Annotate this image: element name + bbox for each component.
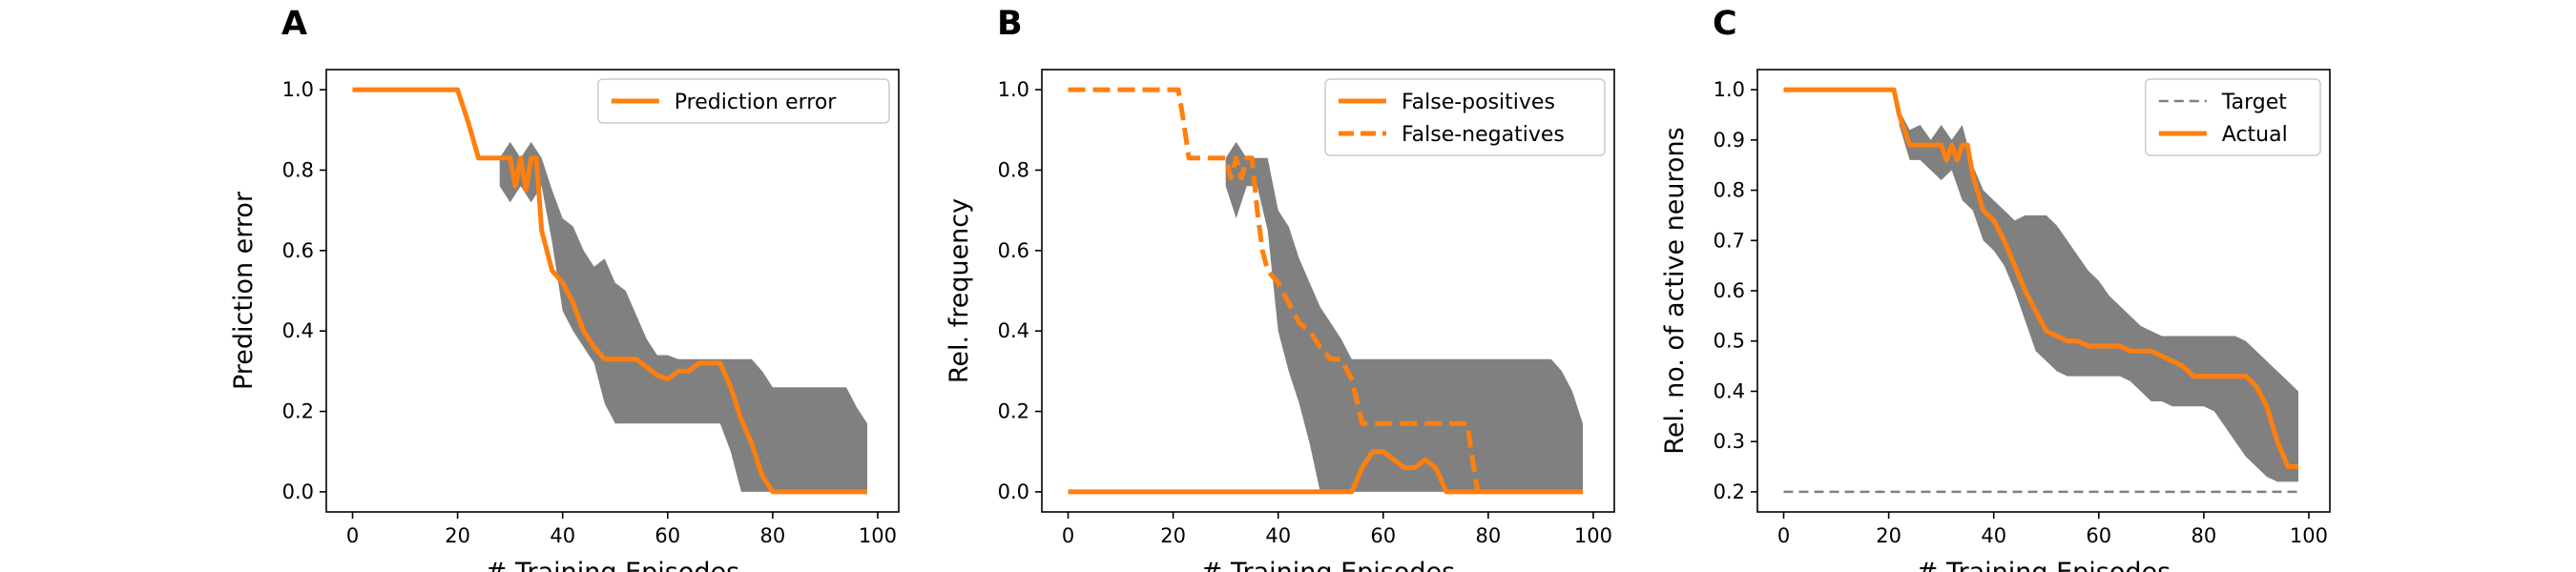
legend: Prediction error	[597, 78, 890, 124]
series-line-2	[1783, 87, 2298, 469]
y-axis-label: Prediction error	[229, 191, 259, 390]
x-tick-label: 100	[2290, 524, 2328, 547]
y-tick-label: 0.2	[998, 400, 1029, 423]
x-tick-label: 0	[1777, 524, 1790, 547]
panel-a: 0 20 40 60 80 100 0.0 0.2 0.4 0.6 0.8 1.0 # Training…	[229, 5, 900, 572]
legend-box	[2145, 78, 2321, 156]
x-tick-label: 100	[859, 524, 897, 547]
legend-label: Target	[2221, 91, 2287, 114]
x-tick-label: 0	[346, 524, 359, 547]
panel-letter: B	[997, 5, 1023, 43]
legend-label: Prediction error	[675, 91, 837, 114]
y-tick-label: 0.3	[1714, 430, 1745, 453]
y-tick-label: 0.8	[998, 158, 1029, 181]
y-tick-label: 0.8	[282, 158, 314, 181]
panel-c: 0 20 40 60 80 100 0.2 0.3 0.4 0.5 0.6 0.7 0.8 0.9 1.0 #…	[1660, 5, 2331, 572]
y-tick-label: 0.6	[998, 239, 1029, 262]
x-tick-label: 60	[654, 524, 680, 547]
x-tick-label: 80	[2192, 524, 2217, 547]
y-tick-label: 1.0	[282, 78, 314, 101]
legend-label: False-negatives	[1402, 123, 1565, 147]
x-tick-label: 60	[1370, 524, 1396, 547]
x-axis-label: # Training Episodes	[1917, 558, 2171, 572]
y-tick-label: 0.2	[1714, 480, 1745, 503]
y-tick-label: 0.5	[1714, 330, 1745, 353]
y-tick-label: 1.0	[998, 78, 1029, 101]
x-tick-label: 40	[1981, 524, 2006, 547]
y-axis-label: Rel. no. of active neurons	[1660, 127, 1690, 454]
y-tick-label: 0.4	[998, 319, 1029, 342]
y-tick-label: 0.7	[1714, 229, 1745, 252]
x-axis-label: # Training Episodes	[1201, 558, 1455, 572]
x-axis-label: # Training Episodes	[486, 558, 739, 572]
x-tick-label: 100	[1574, 524, 1612, 547]
y-tick-label: 0.2	[282, 400, 314, 423]
x-tick-label: 40	[1265, 524, 1291, 547]
legend-box	[1324, 78, 1606, 156]
series-line-2	[1068, 87, 1481, 493]
confidence-band	[1899, 110, 2298, 482]
x-tick-label: 20	[445, 524, 470, 547]
plot-area	[352, 87, 867, 495]
series-line-1	[1068, 449, 1583, 495]
x-tick-label: 20	[1876, 524, 1901, 547]
y-tick-label: 0.4	[1714, 379, 1745, 402]
x-tick-label: 0	[1062, 524, 1074, 547]
x-tick-label: 80	[760, 524, 786, 547]
axes-frame	[325, 69, 900, 513]
legend-label: False-positives	[1402, 91, 1555, 114]
legend-box	[597, 78, 890, 124]
y-tick-label: 0.0	[998, 480, 1029, 503]
x-tick-label: 20	[1160, 524, 1186, 547]
y-tick-label: 0.0	[282, 480, 314, 503]
y-tick-label: 0.8	[1714, 179, 1745, 202]
panel-letter: C	[1713, 5, 1737, 43]
legend: Target Actual	[2145, 78, 2321, 156]
y-axis-label: Rel. frequency	[945, 198, 974, 383]
legend-label: Actual	[2222, 123, 2288, 147]
x-tick-label: 40	[550, 524, 575, 547]
plot-area	[1068, 87, 1583, 495]
series-line-1	[352, 87, 867, 495]
y-tick-label: 0.4	[282, 319, 314, 342]
x-tick-label: 60	[2086, 524, 2111, 547]
plot-area	[1783, 87, 2298, 494]
y-tick-label: 0.6	[282, 239, 314, 262]
legend: False-positives False-negatives	[1324, 78, 1606, 156]
panel-b: 0 20 40 60 80 100 0.0 0.2 0.4 0.6 0.8 1.0 # Training…	[945, 5, 1615, 572]
y-tick-label: 1.0	[1714, 78, 1745, 101]
panel-letter: A	[281, 5, 307, 43]
confidence-band	[1225, 141, 1583, 492]
axes-frame	[1041, 69, 1615, 513]
x-tick-label: 80	[1476, 524, 1502, 547]
confidence-band	[499, 141, 867, 492]
y-tick-label: 0.9	[1714, 129, 1745, 152]
y-tick-label: 0.6	[1714, 279, 1745, 302]
